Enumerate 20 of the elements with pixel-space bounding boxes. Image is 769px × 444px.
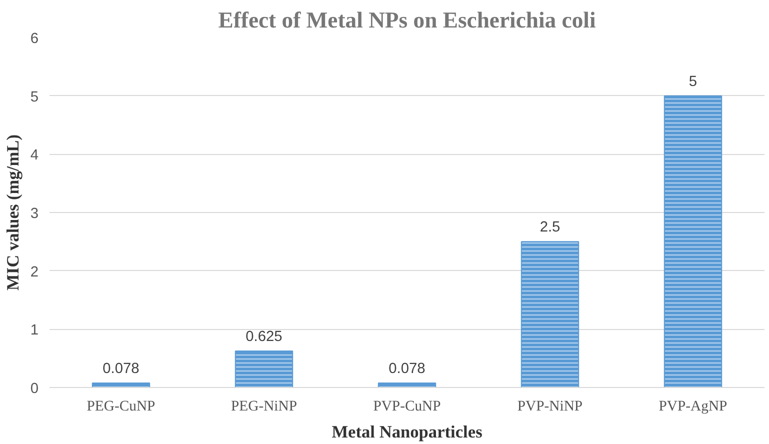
x-tick-label: PVP-NiNP [517,398,583,414]
y-tick-label: 4 [30,148,39,164]
data-label: 2.5 [540,220,560,236]
y-tick-label: 3 [30,206,39,222]
x-axis-title: Metal Nanoparticles [332,422,483,442]
data-label: 0.078 [388,360,426,377]
x-tick-label: PEG-NiNP [231,398,297,414]
data-label: 5 [688,74,698,90]
y-axis-title: MIC values (mg/mL) [3,134,22,290]
data-label: 0.078 [102,360,140,377]
chart-title: Effect of Metal NPs on Escherichia coli [218,8,596,32]
x-tick-label: PEG-CuNP [86,398,156,414]
x-tick-label: PVP-AgNP [658,398,728,414]
y-tick-label: 2 [30,264,39,280]
x-tick-label: PVP-CuNP [373,398,441,414]
y-tick-label: 0 [30,381,39,397]
y-tick-label: 6 [30,31,39,47]
y-tick-label: 1 [30,322,39,339]
y-tick-label: 5 [30,89,39,106]
data-label: 0.625 [246,329,282,346]
